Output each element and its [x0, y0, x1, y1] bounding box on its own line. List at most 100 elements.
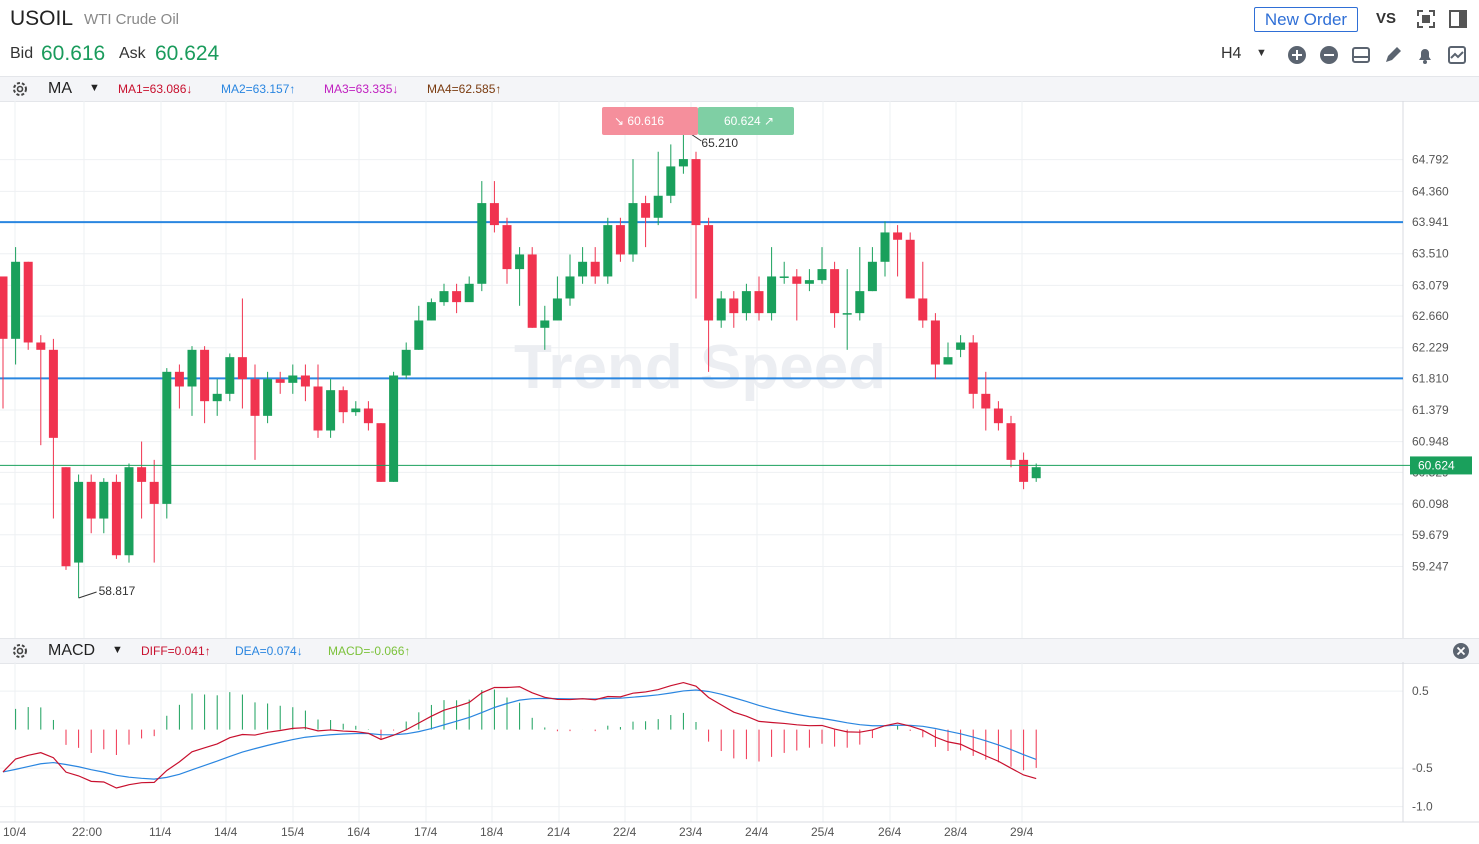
buy-quick-button[interactable]: 60.624 ↗ — [698, 107, 794, 135]
date-axis-label: 24/4 — [745, 825, 769, 839]
candle-body — [578, 261, 588, 277]
candle-body — [716, 298, 726, 321]
date-axis-label: 21/4 — [547, 825, 571, 839]
candle-body — [767, 276, 777, 314]
price-axis-label: 59.247 — [1412, 559, 1449, 573]
candle-body — [590, 261, 600, 277]
candle-body — [792, 276, 802, 284]
price-axis-label: 62.229 — [1412, 341, 1449, 355]
date-axis-label: 17/4 — [414, 825, 438, 839]
current-price-tag — [1410, 456, 1472, 475]
price-chart[interactable]: 64.792 64.360 63.941 63.510 63.079 62.660 62.2… — [0, 101, 1479, 638]
candle-body — [187, 349, 197, 387]
candle-body — [552, 298, 562, 321]
candle-body — [439, 291, 449, 303]
zoom-out-icon[interactable] — [1318, 44, 1340, 66]
gear-icon[interactable] — [11, 80, 29, 98]
fullscreen-icon[interactable] — [1415, 8, 1437, 30]
candle-body — [288, 375, 298, 383]
candle-body — [691, 159, 701, 226]
low-marker-line — [78, 591, 97, 599]
candle-body — [804, 280, 814, 284]
candle-body — [1006, 423, 1016, 460]
macd-axis-label: -0.5 — [1412, 761, 1433, 775]
timeframe-select[interactable]: H4 — [1221, 45, 1242, 62]
ma-indicator-bar: MA ▼ MA1=63.086↓ MA2=63.157↑ MA3=63.335↓… — [0, 76, 1479, 102]
price-axis-label: 63.510 — [1412, 247, 1449, 261]
candle-body — [981, 393, 991, 409]
candle-body — [74, 481, 84, 563]
candle-body — [452, 291, 462, 303]
ma-indicator-name[interactable]: MA — [48, 80, 72, 97]
date-axis-label: 29/4 — [1010, 825, 1034, 839]
candle-body — [137, 467, 147, 482]
date-axis-label: 26/4 — [878, 825, 902, 839]
chevron-down-icon[interactable]: ▼ — [1256, 47, 1267, 59]
date-axis-label: 15/4 — [281, 825, 305, 839]
ma3-value: MA3=63.335↓ — [324, 82, 399, 96]
candle-body — [842, 313, 852, 315]
candle-body — [867, 261, 877, 292]
date-axis-label: 23/4 — [679, 825, 703, 839]
macd-axis-label: -1.0 — [1412, 800, 1433, 814]
candle-body — [615, 225, 625, 255]
candle-body — [237, 357, 247, 380]
macd-chart[interactable]: 0.5 -0.5 -1.0 10/4 22:00 11/4 14/4 15/4 16/4 17/4… — [0, 662, 1479, 844]
date-axis-label: 22/4 — [613, 825, 637, 839]
candle-body — [930, 320, 940, 365]
price-axis-label: 63.079 — [1412, 278, 1449, 292]
ma4-value: MA4=62.585↑ — [427, 82, 502, 96]
candle-body — [162, 371, 172, 504]
candle-body — [741, 291, 751, 314]
candle-body — [149, 481, 159, 504]
close-icon[interactable] — [1452, 642, 1470, 660]
candle-body — [477, 203, 487, 284]
candle-body — [666, 166, 676, 196]
chevron-down-icon[interactable]: ▼ — [112, 644, 123, 656]
candle-body — [300, 375, 310, 387]
price-axis-label: 59.679 — [1412, 528, 1449, 542]
ma2-value: MA2=63.157↑ — [221, 82, 296, 96]
chevron-down-icon[interactable]: ▼ — [89, 82, 100, 94]
macd-value: MACD=-0.066↑ — [328, 644, 411, 658]
current-price-label: 60.624 — [1418, 458, 1455, 472]
candle-body — [338, 390, 348, 413]
candle-body — [502, 225, 512, 270]
chart-type-icon[interactable] — [1350, 44, 1372, 66]
price-axis-label: 62.660 — [1412, 309, 1449, 323]
price-axis-label: 60.098 — [1412, 497, 1449, 511]
vs-button[interactable]: VS — [1376, 10, 1397, 27]
dea-value: DEA=0.074↓ — [235, 644, 303, 658]
zoom-in-icon[interactable] — [1286, 44, 1308, 66]
candle-body — [1019, 459, 1029, 482]
watermark-text: Trend Speed — [514, 333, 886, 402]
candle-body — [943, 357, 953, 365]
candle-body — [23, 261, 33, 343]
bell-icon[interactable] — [1414, 44, 1436, 66]
candle-body — [905, 239, 915, 299]
symbol-name: WTI Crude Oil — [84, 11, 180, 28]
candle-body — [603, 225, 613, 277]
date-axis-label: 25/4 — [811, 825, 835, 839]
macd-indicator-name[interactable]: MACD — [48, 642, 96, 659]
new-order-button[interactable]: New Order — [1254, 7, 1358, 32]
sell-quick-button[interactable]: ↘ 60.616 — [602, 107, 698, 135]
candle-body — [855, 291, 865, 314]
candle-body — [250, 379, 260, 416]
candle-body — [61, 467, 71, 567]
price-axis-label: 60.948 — [1412, 435, 1449, 449]
diff-line — [2, 681, 1037, 789]
candle-body — [351, 408, 361, 413]
candle-body — [36, 342, 46, 350]
pencil-icon[interactable] — [1382, 44, 1404, 66]
indicator-icon[interactable] — [1446, 44, 1468, 66]
layout-icon[interactable] — [1447, 8, 1469, 30]
candle-body — [225, 357, 235, 394]
candle-body — [489, 203, 499, 226]
price-axis-label: 64.360 — [1412, 184, 1449, 198]
date-axis-label: 18/4 — [480, 825, 504, 839]
bid-label: Bid — [10, 45, 34, 62]
low-price-label: 58.817 — [99, 584, 136, 598]
date-axis-label: 10/4 — [3, 825, 27, 839]
gear-icon[interactable] — [11, 642, 29, 660]
